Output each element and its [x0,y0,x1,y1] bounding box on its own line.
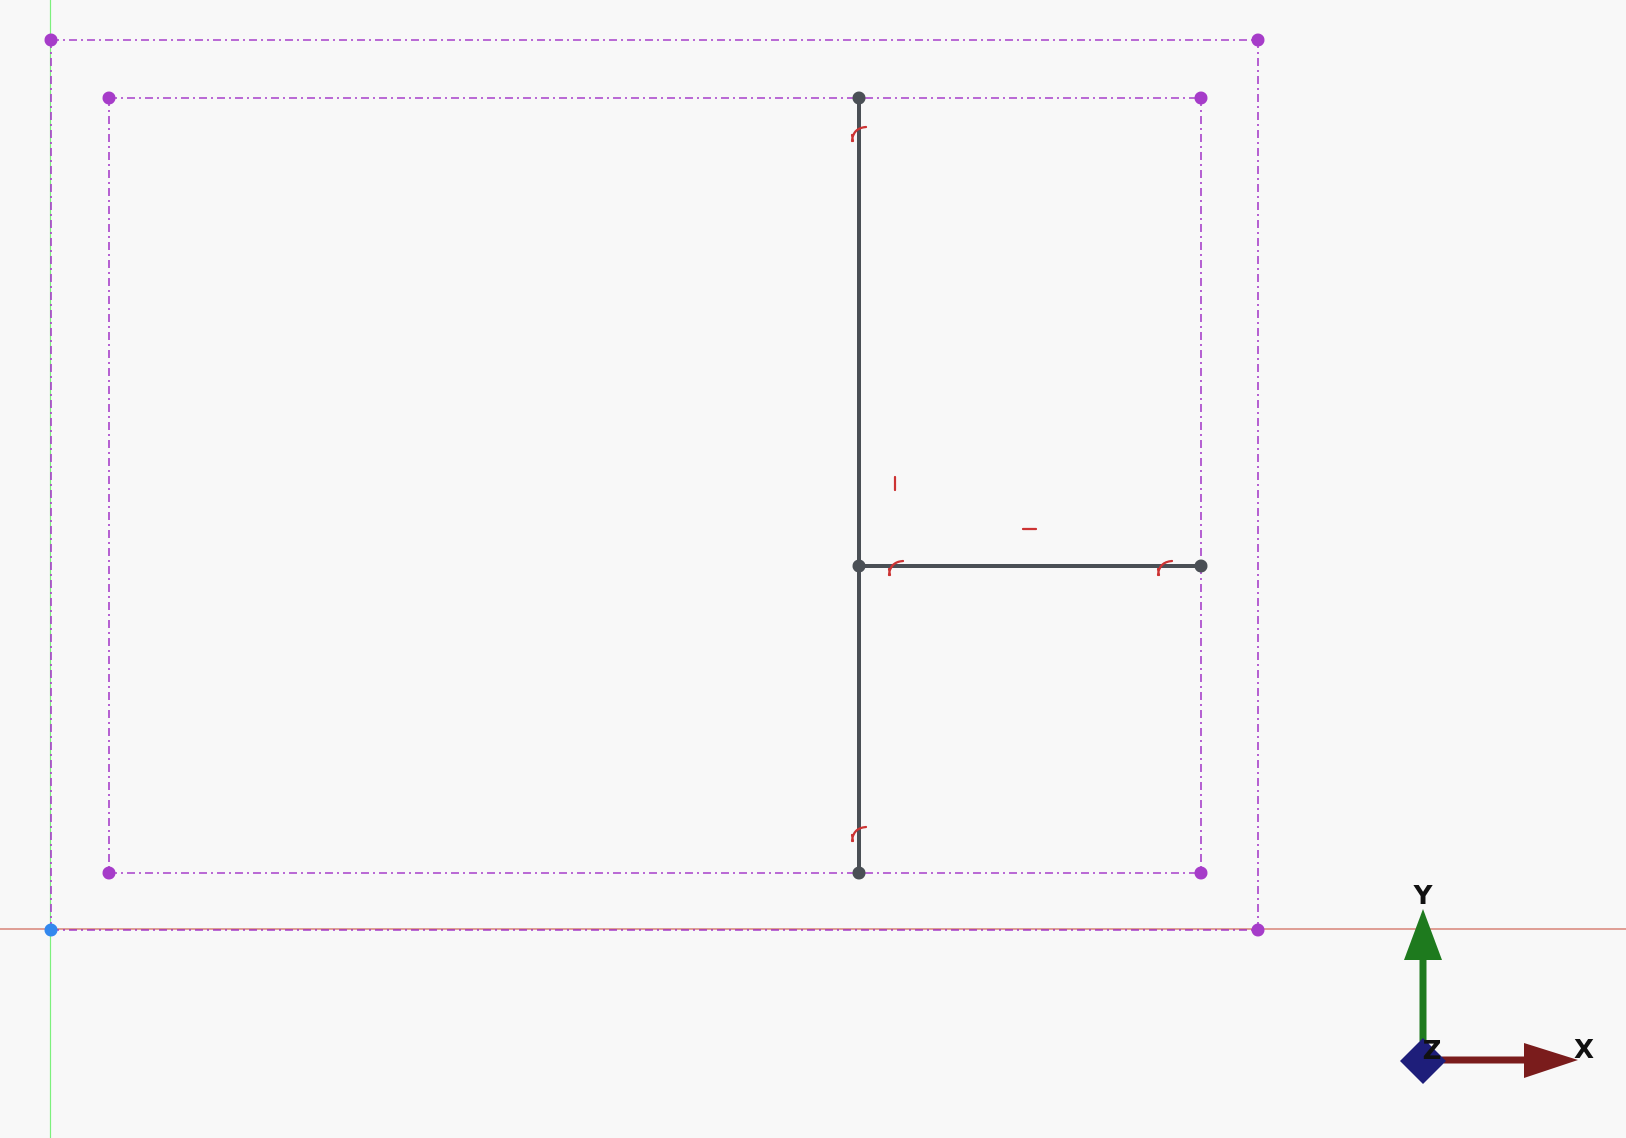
gizmo-y-label[interactable]: Y [1413,881,1434,911]
coincident-icon[interactable] [850,125,868,143]
outer-rect-top-left-point[interactable] [44,33,58,47]
gizmo-x-arrow-icon[interactable] [1524,1043,1578,1078]
inner-construction-rectangle[interactable] [108,97,1202,874]
gizmo-z-diamond-icon[interactable] [1400,1038,1446,1084]
lines-junction-point[interactable] [852,559,866,573]
gizmo-x-label[interactable]: X [1574,1035,1594,1065]
construction-points [44,33,1265,937]
outer-rect-top-right-point[interactable] [1251,33,1265,47]
outer-construction-rectangle[interactable] [50,39,1259,931]
constraint-markers [850,125,1174,843]
gizmo-y-arrow-icon[interactable] [1404,909,1442,960]
outer-rect-bottom-right-point[interactable] [1251,923,1265,937]
geometry-points [852,91,1208,880]
axis-gizmo[interactable]: Y X Z [1400,881,1594,1084]
coincident-icon[interactable] [887,559,905,577]
gizmo-z-label[interactable]: Z [1423,1036,1442,1066]
inner-rect-bottom-right-point[interactable] [1194,866,1208,880]
vertical-line-top-point[interactable] [852,91,866,105]
inner-rect-top-right-point[interactable] [1194,91,1208,105]
inner-rect-bottom-left-point[interactable] [102,866,116,880]
coincident-icon[interactable] [1156,559,1174,577]
origin-point[interactable] [44,923,58,937]
coincident-icon[interactable] [850,825,868,843]
inner-rect-top-left-point[interactable] [102,91,116,105]
horizontal-line-end-point[interactable] [1194,559,1208,573]
vertical-line-bottom-point[interactable] [852,866,866,880]
